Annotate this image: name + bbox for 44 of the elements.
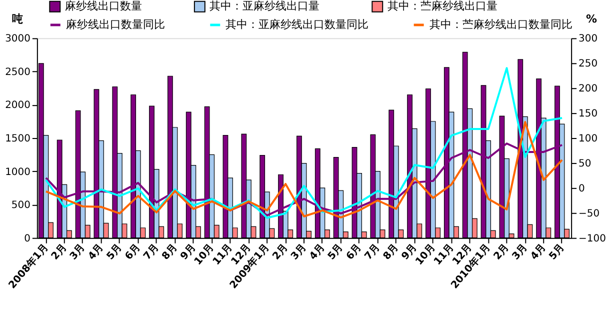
y-tick-label: 2000 bbox=[5, 100, 30, 112]
x-tick-label: 8月 bbox=[160, 242, 180, 262]
y-tick-label: 1500 bbox=[5, 134, 30, 145]
x-tick-label: 5月 bbox=[326, 242, 346, 262]
legend-label: 其中：苎麻纱线出口量 bbox=[387, 0, 498, 13]
x-tick-label: 2月 bbox=[50, 242, 69, 262]
y2-tick-label: −50 bbox=[578, 208, 600, 220]
legend-label: 麻纱线出口数量同比 bbox=[66, 18, 165, 31]
y2-tick-label: 300 bbox=[578, 34, 598, 45]
y-tick-label: 3000 bbox=[5, 34, 30, 45]
legend-label: 麻纱线出口数量 bbox=[64, 0, 142, 13]
x-tick-label: 7月 bbox=[363, 242, 382, 262]
y2-tick-label: 200 bbox=[578, 84, 598, 95]
legend-label: 其中：亚麻纱线出口量 bbox=[210, 0, 320, 13]
x-tick-label: 8月 bbox=[381, 242, 401, 262]
y2-tick-label: −100 bbox=[578, 233, 606, 244]
x-tick-label: 5月 bbox=[547, 242, 567, 262]
y-axis-title: 吨 bbox=[12, 12, 23, 26]
y2-tick-label: 250 bbox=[578, 58, 598, 70]
y-tick-label: 0 bbox=[24, 233, 30, 244]
x-tick-label: 5月 bbox=[104, 242, 124, 262]
x-tick-label: 4月 bbox=[528, 242, 548, 262]
x-tick-label: 2月 bbox=[492, 242, 512, 262]
x-tick-label: 7月 bbox=[142, 242, 162, 262]
line-series bbox=[44, 121, 564, 218]
legend-label: 其中：苎麻纱线出口数量同比 bbox=[429, 18, 572, 31]
x-tick-label: 3月 bbox=[68, 242, 88, 262]
x-tick-label: 6月 bbox=[123, 242, 143, 262]
legend-label: 其中：亚麻纱线出口数量同比 bbox=[226, 18, 369, 31]
y2-tick-label: 50 bbox=[578, 158, 592, 170]
y-tick-label: 500 bbox=[11, 200, 30, 212]
y2-tick-label: 100 bbox=[578, 134, 598, 145]
x-tick-label: 4月 bbox=[308, 242, 328, 262]
x-tick-label: 2月 bbox=[270, 242, 290, 262]
y2-axis-title: % bbox=[586, 12, 598, 26]
y-tick-label: 2500 bbox=[5, 66, 30, 78]
x-tick-label: 3月 bbox=[510, 242, 530, 262]
x-tick-label: 4月 bbox=[86, 242, 106, 262]
line-series bbox=[44, 67, 564, 219]
y2-tick-label: 0 bbox=[578, 183, 585, 194]
x-tick-label: 3月 bbox=[289, 242, 309, 262]
x-tick-label: 6月 bbox=[344, 242, 364, 262]
y-tick-label: 1000 bbox=[5, 166, 30, 178]
y2-tick-label: 150 bbox=[578, 108, 598, 120]
